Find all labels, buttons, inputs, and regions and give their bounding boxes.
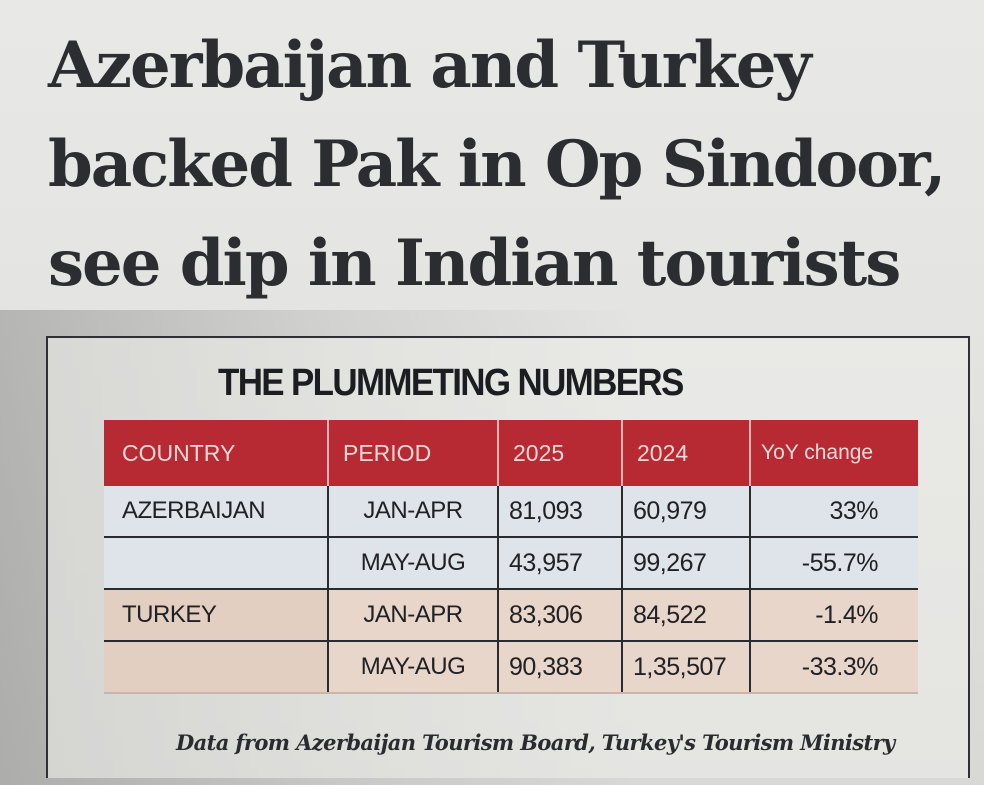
- header-2024: 2024: [621, 420, 750, 486]
- cell-2025: 90,383: [497, 641, 622, 694]
- source-credit: Data from Azerbaijan Tourism Board, Turk…: [176, 730, 895, 755]
- header-country: COUNTRY: [104, 420, 328, 486]
- cell-period: MAY-AUG: [327, 641, 498, 694]
- cell-2024: 60,979: [621, 486, 750, 538]
- table-row: TURKEY JAN-APR 83,306 84,522 -1.4%: [104, 589, 918, 642]
- cell-yoy: -1.4%: [749, 589, 918, 642]
- cell-period: MAY-AUG: [327, 537, 498, 590]
- infobox-title: THE PLUMMETING NUMBERS: [218, 362, 684, 404]
- cell-country: TURKEY: [104, 589, 328, 642]
- header-yoy-change: YoY change: [749, 420, 918, 486]
- table-row: MAY-AUG 90,383 1,35,507 -33.3%: [104, 641, 918, 694]
- headline-line-3: see dip in Indian tourists: [48, 226, 901, 301]
- cell-2024: 99,267: [621, 537, 750, 590]
- headline-line-2: backed Pak in Op Sindoor,: [48, 127, 946, 202]
- cell-2025: 83,306: [497, 589, 622, 642]
- cell-yoy: 33%: [749, 486, 918, 538]
- headline: Azerbaijan and Turkey backed Pak in Op S…: [48, 16, 978, 313]
- cell-2025: 81,093: [497, 486, 622, 538]
- cell-country: [104, 537, 328, 590]
- cell-period: JAN-APR: [327, 589, 498, 642]
- cell-2024: 1,35,507: [621, 641, 750, 694]
- cell-country: AZERBAIJAN: [104, 486, 328, 538]
- cell-2025: 43,957: [497, 537, 622, 590]
- cell-period: JAN-APR: [327, 486, 498, 538]
- cell-2024: 84,522: [621, 589, 750, 642]
- table-row: MAY-AUG 43,957 99,267 -55.7%: [104, 537, 918, 590]
- headline-line-1: Azerbaijan and Turkey: [48, 28, 812, 103]
- tourist-numbers-table: COUNTRY PERIOD 2025 2024 YoY change AZER…: [104, 420, 918, 694]
- header-period: PERIOD: [327, 420, 498, 486]
- header-2025: 2025: [497, 420, 622, 486]
- cell-yoy: -55.7%: [749, 537, 918, 590]
- table-row: AZERBAIJAN JAN-APR 81,093 60,979 33%: [104, 486, 918, 538]
- cell-country: [104, 641, 328, 694]
- table-header-row: COUNTRY PERIOD 2025 2024 YoY change: [104, 420, 918, 486]
- cell-yoy: -33.3%: [749, 641, 918, 694]
